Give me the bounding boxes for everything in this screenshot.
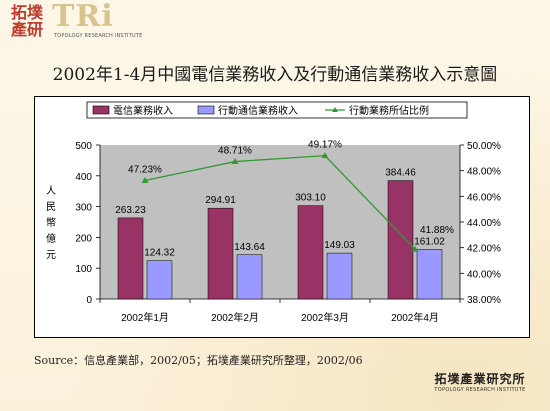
y2-tick-label: 48.00%: [467, 167, 501, 178]
y-tick-label: 200: [75, 233, 92, 244]
legend-label-3: 行動業務所佔比例: [349, 104, 429, 117]
line-point: [231, 158, 239, 165]
bar-data-label: 161.02: [414, 236, 445, 247]
bar-series1: [207, 207, 234, 300]
y2-tick-label: 50.00%: [467, 141, 501, 152]
bar-data-label: 143.64: [234, 242, 265, 253]
bar-series2: [146, 260, 173, 300]
bar-data-label: 294.91: [205, 195, 236, 206]
legend-marker-3: [332, 107, 338, 112]
logo-chinese-line1: 拓墣: [10, 3, 43, 22]
line-series-share: [144, 154, 416, 250]
legend-label-2: 行動通信業務收入: [218, 104, 298, 117]
bar-series2: [416, 249, 443, 300]
footer-logo: 拓墣產業研究所 TOPOLOGY RESEARCH INSTITUTE: [420, 370, 540, 393]
line-point: [141, 177, 149, 184]
x-tick-label: 2002年3月: [301, 311, 349, 324]
chart-frame: 電信業務收入 行動通信業務收入 行動業務所佔比例 0 100 200 300 400 500 38…: [34, 96, 530, 338]
line-data-label: 48.71%: [218, 146, 252, 157]
bar-series1: [297, 205, 324, 300]
logo-tri: TRi: [52, 0, 114, 34]
y-tick-label: 300: [75, 203, 92, 214]
bar-series2: [236, 254, 263, 300]
y2-tick-label: 38.00%: [467, 295, 501, 306]
logo-subtitle: TOPOLOGY RESEARCH INSTITUTE: [54, 33, 143, 39]
line-point: [321, 152, 329, 159]
bar-data-label: 384.46: [385, 168, 416, 179]
bar-data-label: 303.10: [295, 193, 326, 204]
y-axis-label-char: 民: [46, 201, 56, 213]
bar-data-label: 263.23: [115, 205, 146, 216]
chart: 電信業務收入 行動通信業務收入 行動業務所佔比例 0 100 200 300 400 500 38…: [46, 101, 501, 324]
line-point: [411, 245, 419, 252]
line-data-label: 47.23%: [128, 165, 162, 176]
y-axis-label-char: 幣: [46, 217, 56, 229]
header-bar: 拓墣 產研 TRi TOPOLOGY RESEARCH INSTITUTE: [0, 0, 550, 44]
bar-series1: [117, 217, 144, 300]
y-tick-label: 500: [75, 141, 92, 152]
logo-chinese-line2: 產研: [10, 20, 43, 39]
page-title: 2002年1-4月中國電信業務收入及行動通信業務收入示意圖: [52, 65, 498, 85]
y-tick-label: 0: [86, 295, 92, 306]
x-tick-label: 2002年4月: [391, 311, 439, 324]
footer-logo-english: TOPOLOGY RESEARCH INSTITUTE: [434, 387, 526, 393]
y2-tick-label: 42.00%: [467, 244, 501, 255]
legend-box: [86, 101, 468, 119]
line-data-label: 41.88%: [420, 225, 454, 236]
y-axis-label-char: 億: [46, 232, 56, 245]
legend-label-1: 電信業務收入: [113, 104, 173, 117]
bar-data-label: 124.32: [144, 248, 175, 259]
y-axis-label-char: 元: [46, 250, 56, 261]
y2-tick-label: 46.00%: [467, 192, 501, 203]
line-data-label: 49.17%: [308, 140, 342, 151]
x-tick-label: 2002年1月: [121, 311, 169, 324]
bar-series1: [387, 180, 414, 300]
footer-logo-chinese: 拓墣產業研究所: [434, 372, 526, 386]
logo-chinese: 拓墣 產研: [4, 4, 50, 40]
x-tick-label: 2002年2月: [211, 311, 259, 324]
y2-tick-label: 40.00%: [467, 269, 501, 280]
y-axis-label-char: 人: [46, 185, 56, 197]
bar-series2: [326, 252, 353, 300]
bar-data-label: 149.03: [324, 240, 355, 251]
y-tick-label: 400: [75, 172, 92, 183]
legend-swatch-1: [92, 105, 110, 115]
source-note: Source：信息產業部，2002/05；拓墣產業研究所整理，2002/06: [34, 354, 363, 367]
legend-swatch-2: [197, 105, 215, 115]
y2-tick-label: 44.00%: [467, 218, 501, 229]
y-tick-label: 100: [75, 264, 92, 275]
